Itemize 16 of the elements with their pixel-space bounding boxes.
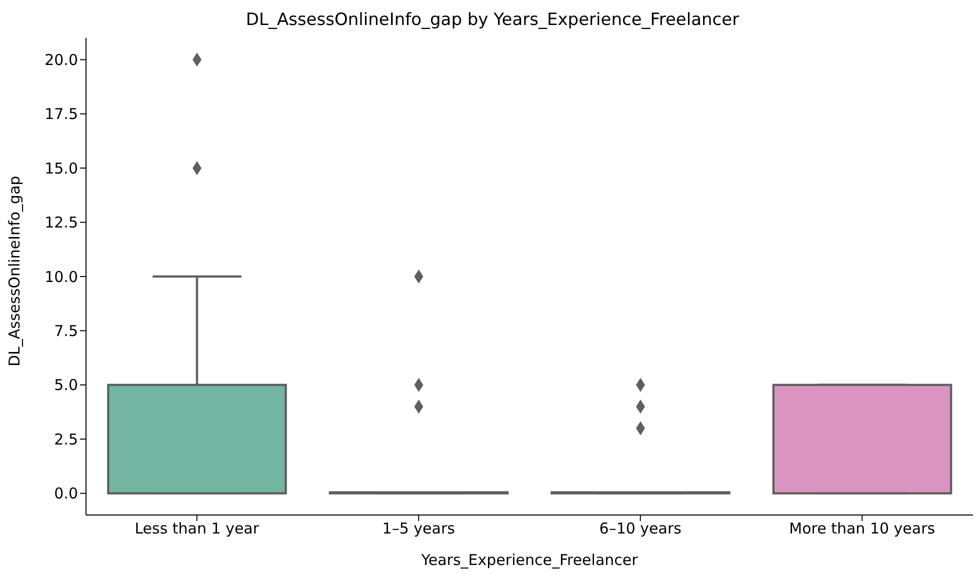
chart-title: DL_AssessOnlineInfo_gap by Years_Experience_Freelancer (244, 9, 740, 32)
y-tick-label: 2.5 (54, 430, 78, 448)
x-tick-label: 1–5 years (382, 520, 456, 538)
y-tick-label: 0.0 (54, 484, 78, 503)
y-axis-title: DL_AssessOnlineInfo_gap (5, 176, 24, 366)
x-tick-label: More than 10 years (789, 520, 936, 538)
y-tick-label: 20.0 (44, 51, 78, 70)
x-tick-label: Less than 1 year (134, 520, 260, 538)
x-axis-title: Years_Experience_Freelancer (420, 551, 639, 569)
y-tick-label: 7.5 (54, 322, 78, 340)
y-tick-label: 12.5 (44, 214, 78, 232)
y-tick-label: 17.5 (44, 105, 78, 124)
y-tick-label: 15.0 (44, 159, 78, 178)
y-tick-label: 5.0 (54, 376, 78, 394)
y-tick-label: 10.0 (44, 268, 78, 286)
x-tick-label: 6–10 years (599, 520, 682, 538)
